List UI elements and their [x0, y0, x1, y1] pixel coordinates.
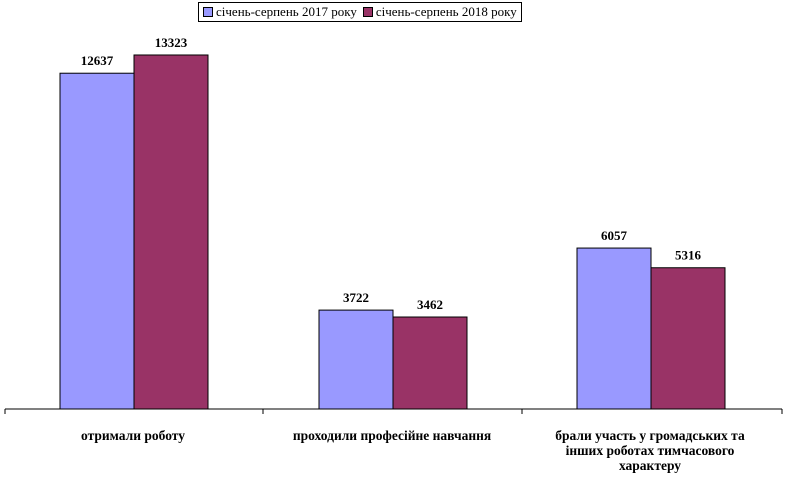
data-label-2-3: 5316 — [675, 248, 702, 263]
category-label-3: брали участь у громадських та інших робо… — [555, 428, 745, 473]
legend: січень-серпень 2017 року січень-серпень … — [198, 2, 522, 22]
data-label-1-2: 3722 — [343, 290, 369, 305]
bar-1-1 — [59, 72, 135, 410]
data-label-2-2: 3462 — [417, 297, 443, 312]
category-label-1: отримали роботу — [81, 428, 185, 443]
legend-item-2018: січень-серпень 2018 року — [362, 4, 517, 20]
bar-2-1 — [133, 54, 209, 410]
bar-1-3 — [576, 247, 652, 410]
data-label-1-3: 6057 — [601, 228, 628, 243]
legend-swatch-2018 — [362, 7, 373, 17]
bar-2-2 — [392, 316, 468, 410]
legend-item-2017: січень-серпень 2017 року — [203, 4, 357, 20]
data-label-2-1: 13323 — [155, 35, 188, 50]
bar-1-2 — [318, 309, 394, 410]
bar-2-3 — [650, 267, 726, 410]
data-label-1-1: 12637 — [81, 53, 114, 68]
legend-swatch-2017 — [203, 7, 213, 17]
category-label-2: проходили професійне навчання — [292, 428, 492, 443]
legend-label-2017: січень-серпень 2017 року — [216, 4, 357, 19]
legend-label-2018: січень-серпень 2018 року — [375, 4, 517, 19]
